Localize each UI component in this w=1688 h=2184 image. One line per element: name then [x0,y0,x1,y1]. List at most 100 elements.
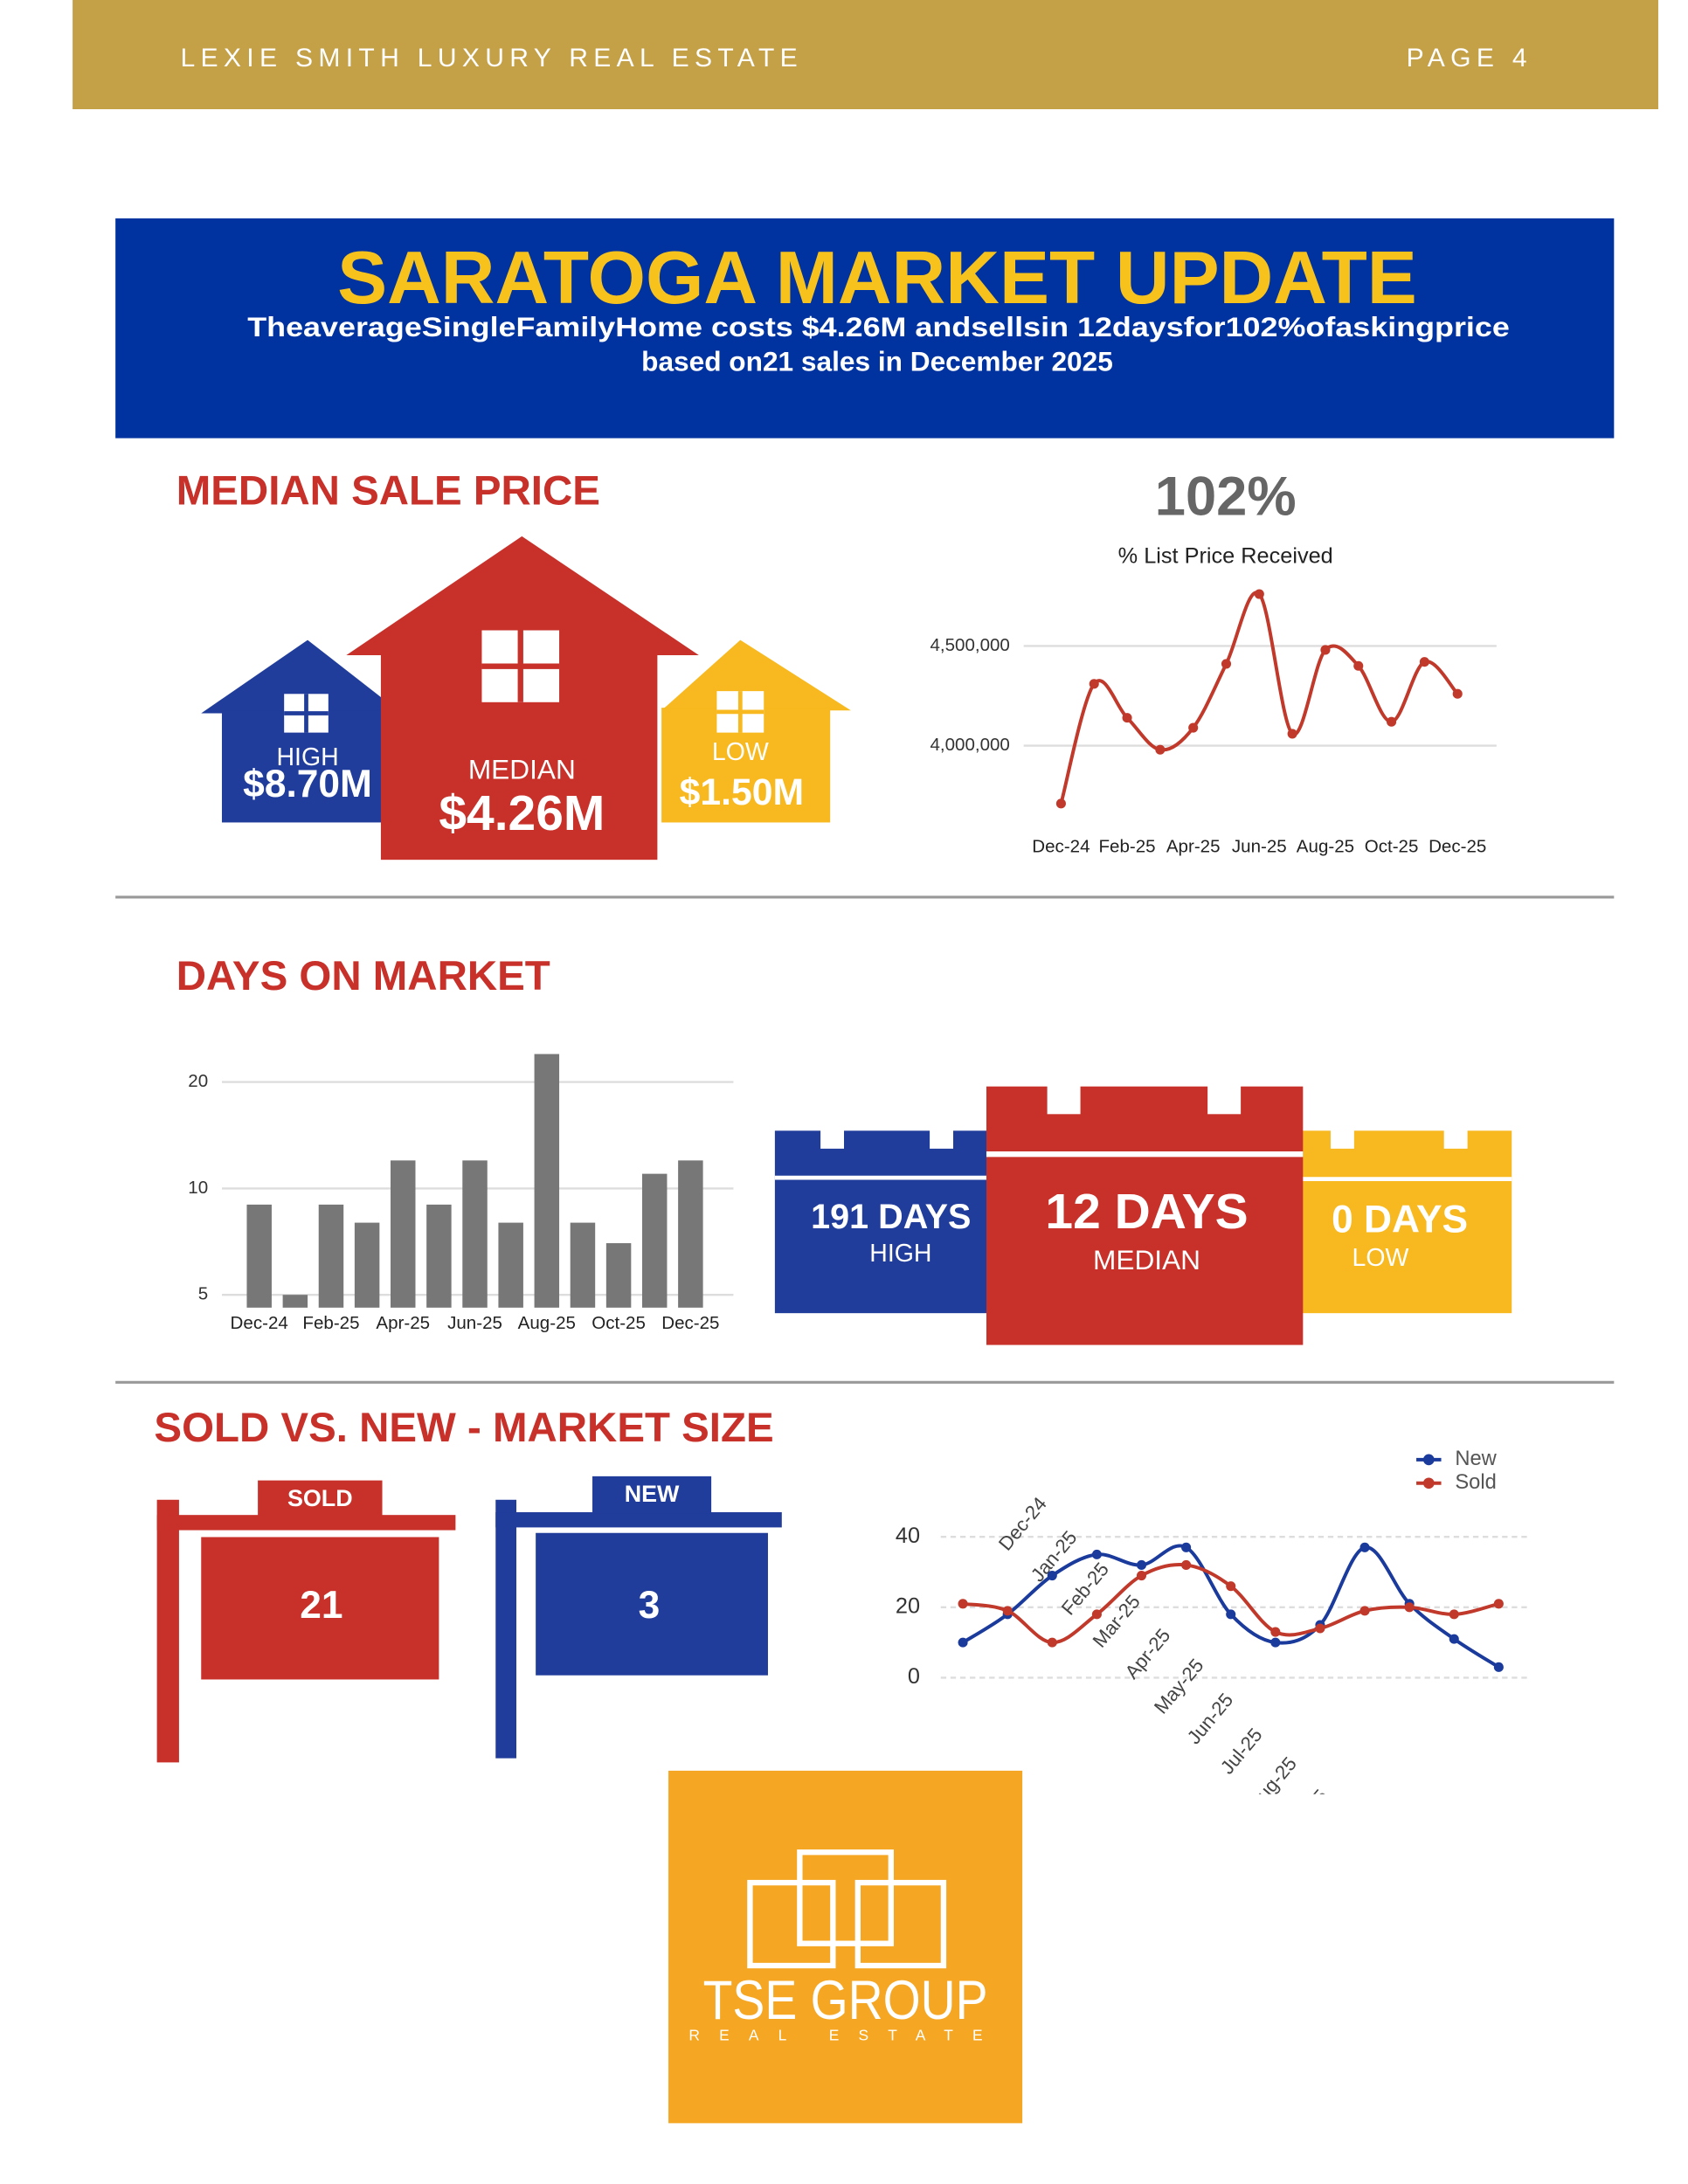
point [1155,744,1166,755]
calendar-tab [930,1121,953,1149]
x-tick-label: Feb-25 [1098,836,1155,856]
house-roof [201,639,402,714]
header-bar [73,0,1658,109]
calendar-tab [1207,1072,1242,1115]
y-tick-label: 10 [188,1178,208,1198]
days-value: 12 DAYS [1045,1184,1248,1240]
point [1089,679,1099,689]
x-tick-label: Dec-24 [1032,836,1090,856]
y-tick-label: 4,500,000 [930,635,1009,655]
x-tick-label: Jun-25 [1183,1689,1238,1748]
brand: LEXIE SMITH LUXURY REAL ESTATE [181,44,804,73]
point [1002,1606,1013,1616]
bar [641,1173,668,1308]
y-tick-label: 0 [908,1664,920,1689]
x-tick-label: Aug-25 [1244,1752,1301,1814]
price-value: $8.70M [243,763,372,805]
point [1419,657,1429,667]
logo-tagline: REAL ESTATE [688,2026,1001,2043]
sign-board [201,1537,439,1680]
chart-title: 102% [1155,467,1297,528]
sign-tag [592,1476,712,1514]
point [1387,716,1397,727]
calendar [774,1130,1000,1314]
point [1287,729,1297,739]
point [958,1637,968,1648]
point [1449,1634,1459,1644]
point [1493,1599,1504,1609]
bar [534,1054,560,1308]
point [1055,798,1066,809]
point [1226,1609,1236,1620]
banner-title: SARATOGA MARKET UPDATE [337,237,1417,320]
sign-board [536,1532,768,1676]
x-tick-label: Dec-24 [994,1493,1051,1555]
calendar-tab [1443,1121,1468,1149]
point [1047,1637,1057,1648]
bar [282,1295,308,1308]
days-value: 0 DAYS [1332,1198,1468,1241]
legend-swatch [1422,1477,1435,1489]
house-roof [346,536,699,655]
bar [354,1222,380,1308]
x-tick-label: May-25 [1150,1655,1208,1718]
days-label: HIGH [869,1240,931,1268]
point [1359,1542,1370,1552]
point [1221,659,1232,669]
price-label: LOW [712,738,769,766]
x-tick-label: Aug-25 [1297,836,1354,856]
point [1449,1609,1459,1620]
point [1122,713,1132,723]
window-frame [716,691,764,733]
point [1091,1549,1102,1559]
banner-line: TheaverageSingleFamilyHome costs $4.26M … [247,311,1510,342]
sign-arm [156,1515,456,1531]
calendar-tab [820,1121,844,1149]
banner-line: based on21 sales in December 2025 [641,345,1113,377]
x-tick-label: Dec-25 [661,1313,719,1333]
y-tick-label: 5 [198,1284,208,1304]
point [1181,1559,1192,1571]
calendars: 191 DAYS HIGH 12 DAYS MEDIAN 0 DAYS LOW [774,1072,1512,1345]
days-label: LOW [1352,1244,1408,1272]
price-label: HIGH [276,743,338,771]
sign-label: NEW [625,1481,680,1507]
bar [570,1222,596,1308]
bar [605,1243,632,1308]
sign-arm [495,1512,782,1528]
x-tick-label: Apr-25 [1121,1624,1175,1683]
y-tick-label: 4,000,000 [930,735,1009,755]
x-tick-label: Apr-25 [376,1313,430,1333]
calendar [1289,1130,1512,1314]
bar [462,1160,488,1308]
point [1226,1581,1236,1592]
banner [115,218,1615,439]
sign-label: SOLD [287,1485,353,1511]
sign-post [156,1499,179,1763]
days-label: MEDIAN [1093,1244,1200,1275]
point [1359,1606,1370,1616]
x-tick-label: Mar-25 [1089,1591,1145,1652]
section-title: MEDIAN SALE PRICE [176,467,600,514]
logo-name: TSE GROUP [703,1970,988,2031]
price-value: $4.26M [439,785,605,841]
bar [498,1222,523,1308]
point [1047,1571,1057,1581]
point [1452,688,1463,699]
sign-post [495,1499,516,1759]
sign-value: 3 [639,1584,661,1627]
logo: TSE GROUP REAL ESTATE [668,1770,1023,2124]
point [1091,1609,1102,1620]
calendar [986,1086,1304,1345]
house-roof [661,639,851,711]
point [1188,722,1199,733]
point [958,1599,968,1609]
point [1254,589,1264,599]
page-number: PAGE 4 [1407,44,1532,73]
point [1181,1542,1192,1552]
legend-label: New [1455,1448,1497,1470]
section-title: SOLD VS. NEW - MARKET SIZE [154,1405,773,1451]
bar [246,1204,272,1308]
